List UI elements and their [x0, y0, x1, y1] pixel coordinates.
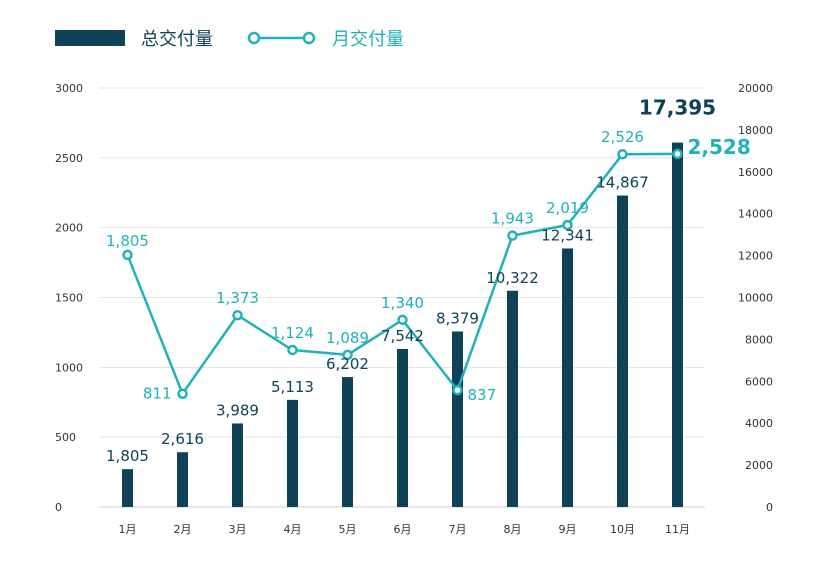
bar-data-label: 5,113 — [271, 378, 314, 396]
right-tick-label: 18000 — [738, 124, 773, 137]
left-tick-label: 500 — [55, 431, 76, 444]
x-tick-label: 1月 — [119, 523, 137, 536]
right-axis: 0 2000 4000 6000 8000 10000 12000 14000 16000 180… — [738, 82, 773, 514]
x-axis: 1月 2月 3月 4月 5月 6月 7月 8月 9月 10月 11月 — [119, 523, 691, 536]
bar — [177, 452, 188, 507]
left-tick-label: 2000 — [55, 222, 83, 235]
bar — [122, 469, 133, 507]
bar-data-label: 3,989 — [216, 401, 259, 419]
right-tick-label: 2000 — [745, 459, 773, 472]
left-tick-label: 2500 — [55, 152, 83, 165]
x-tick-label: 2月 — [174, 523, 192, 536]
x-tick-label: 8月 — [504, 523, 522, 536]
x-tick-label: 6月 — [394, 523, 412, 536]
left-tick-label: 0 — [55, 501, 62, 514]
bar-data-label: 7,542 — [381, 327, 424, 345]
x-tick-label: 7月 — [449, 523, 467, 536]
x-tick-label: 4月 — [284, 523, 302, 536]
bar — [617, 195, 628, 507]
bar-data-label: 2,616 — [161, 430, 204, 448]
bar — [287, 399, 298, 507]
legend-bar-swatch — [55, 30, 125, 46]
right-tick-label: 12000 — [738, 250, 773, 263]
bar — [562, 248, 573, 507]
bar — [452, 331, 463, 507]
line-data-label: 2,526 — [601, 128, 644, 146]
bar — [232, 423, 243, 507]
data-labels: 1,805 2,616 3,989 5,113 6,202 7,542 8,379 10,32… — [106, 96, 751, 466]
legend-line-marker-left — [247, 31, 261, 45]
line-point — [397, 314, 408, 326]
bar — [507, 290, 518, 507]
bar-data-label: 8,379 — [436, 309, 479, 327]
bar-data-label: 17,395 — [639, 96, 716, 120]
bar-data-label: 14,867 — [596, 174, 649, 192]
line-point — [672, 148, 683, 160]
right-tick-label: 16000 — [738, 166, 773, 179]
right-tick-label: 14000 — [738, 208, 773, 221]
bar-series-total — [122, 142, 683, 507]
line-data-label: 1,373 — [216, 289, 259, 307]
bar-data-label: 6,202 — [326, 355, 369, 373]
line-data-label: 1,805 — [106, 232, 149, 250]
line-data-label: 1,124 — [271, 324, 314, 342]
bar-data-label: 1,805 — [106, 447, 149, 465]
legend-line-label: 月交付量 — [332, 29, 404, 50]
bar-data-label: 10,322 — [486, 269, 539, 287]
right-tick-label: 4000 — [745, 417, 773, 430]
right-tick-label: 0 — [766, 501, 773, 514]
x-tick-label: 9月 — [559, 523, 577, 536]
bar — [342, 377, 353, 507]
line-point — [232, 309, 243, 321]
left-axis: 0 500 1000 1500 2000 2500 3000 — [55, 82, 83, 514]
right-tick-label: 20000 — [738, 82, 773, 95]
left-tick-label: 1000 — [55, 361, 83, 374]
legend-bar-label: 总交付量 — [141, 29, 213, 50]
line-point — [177, 388, 188, 399]
right-tick-label: 10000 — [738, 292, 773, 305]
bar-data-label: 12,341 — [541, 226, 594, 244]
line-point — [122, 249, 133, 261]
x-tick-label: 3月 — [229, 523, 247, 536]
line-point — [452, 384, 463, 396]
line-point — [287, 344, 298, 356]
line-data-label: 811 — [143, 385, 172, 403]
legend: 总交付量 月交付量 — [55, 29, 404, 50]
bar — [397, 348, 408, 507]
left-tick-label: 1500 — [55, 292, 83, 305]
line-data-label: 1,340 — [381, 294, 424, 312]
line-data-label: 1,089 — [326, 329, 369, 347]
x-tick-label: 5月 — [339, 523, 357, 536]
line-data-label: 1,943 — [491, 210, 534, 228]
line-point — [562, 219, 573, 231]
line-data-label: 2,528 — [688, 135, 751, 159]
x-tick-label: 10月 — [610, 523, 635, 536]
line-point — [507, 230, 518, 241]
line-data-label: 837 — [468, 386, 497, 404]
line-series-monthly — [122, 148, 683, 399]
right-tick-label: 6000 — [745, 375, 773, 388]
x-tick-label: 11月 — [665, 523, 690, 536]
legend-line-marker-right — [302, 31, 316, 45]
right-tick-label: 8000 — [745, 333, 773, 346]
left-tick-label: 3000 — [55, 82, 83, 95]
line-point — [617, 148, 628, 160]
bar — [672, 142, 683, 507]
line-point — [342, 349, 353, 361]
line-data-label: 2,019 — [546, 199, 589, 217]
